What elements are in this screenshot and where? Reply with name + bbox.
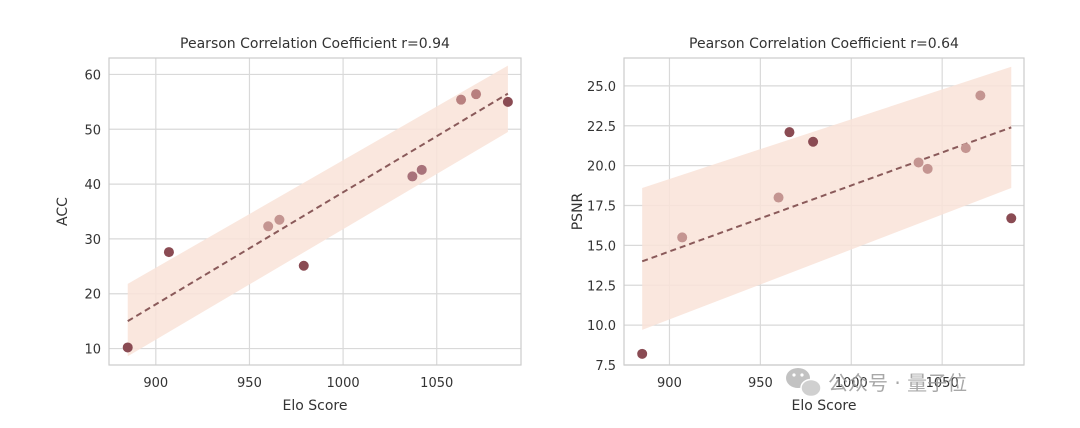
chart-title: Pearson Correlation Coefficient r=0.64 [689, 36, 959, 52]
x-tick-label: 1050 [926, 376, 959, 391]
y-tick-label: 20.0 [587, 160, 616, 175]
data-point [960, 143, 971, 154]
x-tick-label: 950 [237, 376, 262, 391]
data-point [677, 232, 688, 243]
data-point [122, 342, 133, 353]
plot-frame [623, 57, 1025, 366]
y-tick-label: 12.5 [587, 279, 616, 294]
data-point [416, 164, 427, 175]
wechat-icon [786, 368, 822, 398]
watermark-text: 公众号 · 量子位 [828, 371, 967, 395]
chart-acc: 900 950 1000 1050 10 20 30 40 50 60 Pearson Corr… [55, 36, 522, 414]
y-tick-label: 7.5 [595, 359, 616, 374]
data-point [773, 192, 784, 203]
data-point [407, 171, 418, 182]
points [637, 90, 1017, 359]
x-ticks: 900 950 1000 1050 [657, 376, 959, 391]
y-tick-label: 60 [84, 68, 101, 83]
data-point [502, 96, 513, 107]
x-axis-label: Elo Score [792, 398, 857, 414]
data-point [274, 214, 285, 225]
x-tick-label: 1050 [420, 376, 453, 391]
data-point [637, 348, 648, 359]
x-tick-label: 900 [657, 376, 682, 391]
data-point [808, 136, 819, 147]
y-tick-label: 15.0 [587, 239, 616, 254]
data-point [163, 247, 174, 258]
data-point [913, 157, 924, 168]
y-tick-label: 10.0 [587, 319, 616, 334]
watermark: 公众号 · 量子位 [786, 368, 967, 398]
data-point [922, 163, 933, 174]
y-tick-label: 22.5 [587, 120, 616, 135]
plot-frame [108, 57, 522, 366]
data-point [784, 127, 795, 138]
confidence-band [642, 66, 1012, 330]
data-point [298, 260, 309, 271]
y-tick-label: 40 [84, 178, 101, 193]
x-tick-label: 900 [143, 376, 168, 391]
x-tick-label: 1000 [327, 376, 360, 391]
y-tick-label: 17.5 [587, 200, 616, 215]
chart-psnr: 900 950 1000 1050 7.5 10.0 12.5 15.0 17.5 20.0 22… [570, 36, 1025, 414]
y-axis-label: PSNR [570, 192, 586, 230]
y-ticks: 7.5 10.0 12.5 15.0 17.5 20.0 22.5 25.0 [587, 80, 616, 374]
data-point [1006, 213, 1017, 224]
x-tick-label: 1000 [835, 376, 868, 391]
data-point [975, 90, 986, 101]
fit-line [641, 126, 1012, 263]
y-tick-label: 25.0 [587, 80, 616, 95]
y-axis-label: ACC [55, 197, 71, 226]
x-ticks: 900 950 1000 1050 [143, 376, 453, 391]
confidence-band [127, 65, 508, 357]
chart-title: Pearson Correlation Coefficient r=0.94 [180, 36, 450, 52]
y-tick-label: 50 [84, 123, 101, 138]
x-tick-label: 950 [748, 376, 773, 391]
y-tick-label: 20 [84, 288, 101, 303]
y-tick-label: 30 [84, 233, 101, 248]
fit-line [127, 92, 509, 323]
data-point [471, 89, 482, 100]
y-tick-label: 10 [84, 343, 101, 358]
data-point [456, 94, 467, 105]
x-axis-label: Elo Score [283, 398, 348, 414]
y-ticks: 10 20 30 40 50 60 [84, 68, 101, 357]
points [122, 89, 513, 353]
data-point [263, 221, 274, 232]
